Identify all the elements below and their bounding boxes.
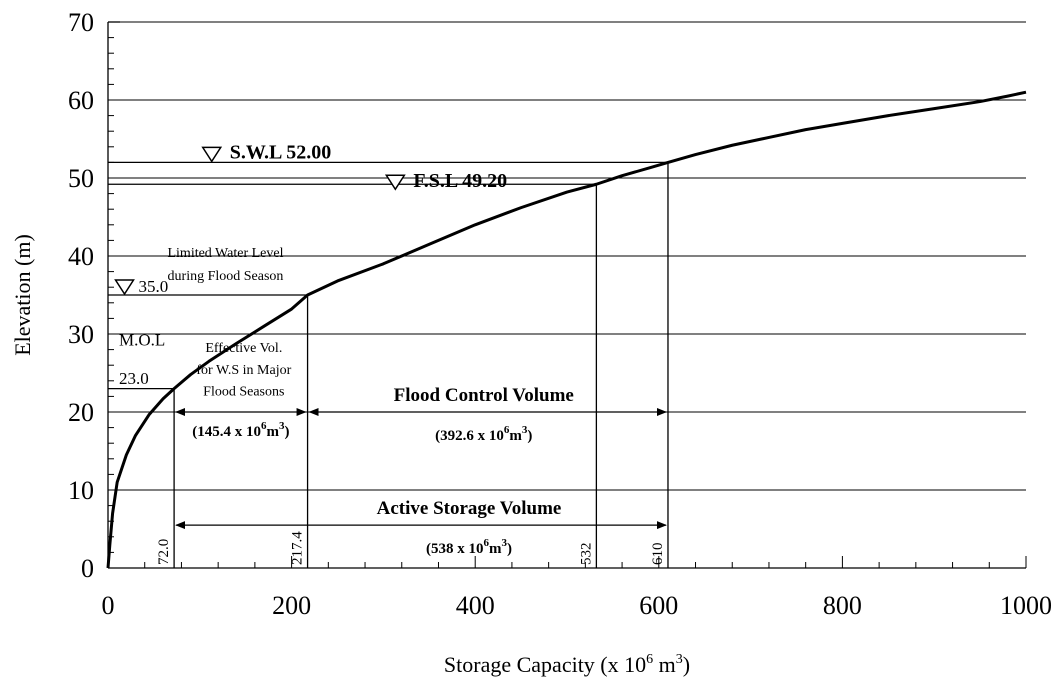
y-tick-label-20: 20	[68, 398, 94, 427]
tick-labels: 0 10 20 30 40 50 60 70 0 200 400 600 800 1000	[68, 8, 1052, 620]
y-tick-label-50: 50	[68, 164, 94, 193]
y-tick-label-40: 40	[68, 242, 94, 271]
limited-level-note-2: during Flood Season	[168, 269, 284, 284]
limited-level-value: 35.0	[139, 277, 169, 296]
x-axis-title-text: Storage Capacity (x 10	[444, 652, 646, 677]
reference-level-lines	[108, 161, 668, 390]
x-tick-label-400: 400	[456, 591, 495, 620]
x-tick-label-200: 200	[272, 591, 311, 620]
flood-control-value: (392.6 x 106m3)	[435, 424, 532, 444]
limited-level-triangle-icon	[114, 279, 135, 296]
mol-label: M.O.L	[119, 331, 165, 350]
x-axis-title-sup: 6	[646, 652, 653, 667]
effective-vol-title-2: Flood Seasons	[203, 385, 284, 400]
x-axis-title: Storage Capacity (x 106 m3)	[444, 652, 690, 677]
vertical-marker-label-1: 217.4	[290, 531, 306, 565]
x-tick-label-800: 800	[823, 591, 862, 620]
x-tick-label-1000: 1000	[1000, 591, 1052, 620]
fsl-triangle-icon	[384, 174, 406, 191]
active-storage-value: (538 x 106m3)	[426, 537, 512, 557]
effective-vol-title-0: Effective Vol.	[205, 341, 282, 356]
effective-vol-title-1: for W.S in Major	[196, 363, 291, 378]
x-axis-title-unit: m	[653, 652, 676, 677]
y-tick-label-70: 70	[68, 8, 94, 37]
vertical-marker-label-3: 610	[650, 543, 666, 566]
series-line	[106, 90, 1027, 569]
x-tick-label-0: 0	[102, 591, 115, 620]
x-axis-title-unit-sup: 3	[676, 652, 683, 667]
x-tick-label-600: 600	[639, 591, 678, 620]
y-tick-label-0: 0	[81, 554, 94, 583]
limited-level-note-1: Limited Water Level	[167, 246, 283, 261]
vertical-marker-label-0: 72.0	[156, 539, 172, 565]
y-axis-title: Elevation (m)	[10, 234, 35, 356]
mol-value: 23.0	[119, 369, 149, 388]
curve-layer	[106, 90, 1027, 569]
swl-triangle-icon	[201, 146, 223, 163]
tick-marks	[107, 21, 1027, 569]
y-tick-label-10: 10	[68, 476, 94, 505]
flood-control-title: Flood Control Volume	[394, 385, 574, 406]
x-axis-title-close: )	[683, 652, 690, 677]
y-tick-label-60: 60	[68, 86, 94, 115]
effective-vol-value: (145.4 x 106m3)	[192, 420, 289, 440]
annotations: S.W.L 52.00 F.S.L 49.20 35.0 Limited Water …	[114, 141, 667, 557]
swl-label: S.W.L 52.00	[230, 141, 332, 163]
vertical-marker-label-2: 532	[578, 543, 594, 566]
y-tick-label-30: 30	[68, 320, 94, 349]
active-storage-title: Active Storage Volume	[377, 498, 562, 519]
fsl-label: F.S.L 49.20	[413, 170, 507, 192]
